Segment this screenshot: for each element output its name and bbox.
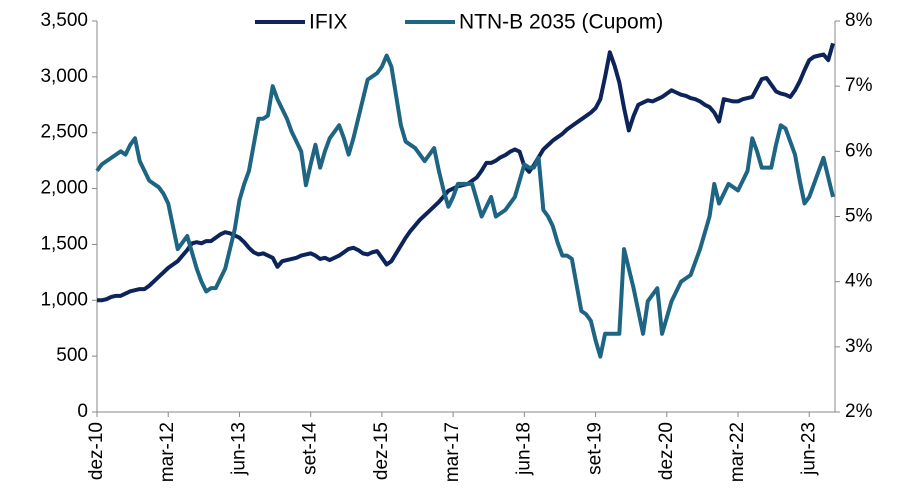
x-tick-label: set-14 bbox=[300, 422, 321, 475]
y-tick-label: 3,000 bbox=[40, 66, 88, 87]
y-tick-label: 500 bbox=[56, 345, 88, 366]
legend-label: IFIX bbox=[309, 11, 348, 34]
y-tick-label: 1,500 bbox=[40, 233, 88, 254]
x-tick-label: jun-13 bbox=[228, 422, 249, 476]
y2-tick-label: 2% bbox=[845, 401, 873, 422]
y-tick-label: 2,000 bbox=[40, 178, 88, 199]
y2-tick-label: 6% bbox=[845, 140, 873, 161]
x-tick-label: jun-23 bbox=[798, 422, 819, 476]
y2-tick-label: 4% bbox=[845, 271, 873, 292]
legend-label: NTN-B 2035 (Cupom) bbox=[459, 11, 663, 34]
y-tick-label: 0 bbox=[77, 401, 88, 422]
x-tick-label: mar-17 bbox=[442, 422, 463, 482]
series-line bbox=[97, 42, 835, 303]
x-tick-label: dez-10 bbox=[86, 422, 107, 480]
x-tick-label: dez-20 bbox=[656, 422, 677, 480]
x-tick-label: set-19 bbox=[585, 422, 606, 475]
x-tick-label: dez-15 bbox=[371, 422, 392, 480]
x-tick-label: mar-12 bbox=[157, 422, 178, 482]
y2-tick-label: 8% bbox=[845, 10, 873, 31]
y2-tick-label: 5% bbox=[845, 206, 873, 227]
y2-tick-label: 3% bbox=[845, 336, 873, 357]
x-tick-label: mar-22 bbox=[727, 422, 748, 482]
y-tick-label: 2,500 bbox=[40, 122, 88, 143]
series-line bbox=[95, 53, 835, 359]
x-tick-label: jun-18 bbox=[513, 422, 534, 476]
y-tick-label: 1,000 bbox=[40, 289, 88, 310]
y-tick-label: 3,500 bbox=[40, 10, 88, 31]
y2-tick-label: 7% bbox=[845, 75, 873, 96]
